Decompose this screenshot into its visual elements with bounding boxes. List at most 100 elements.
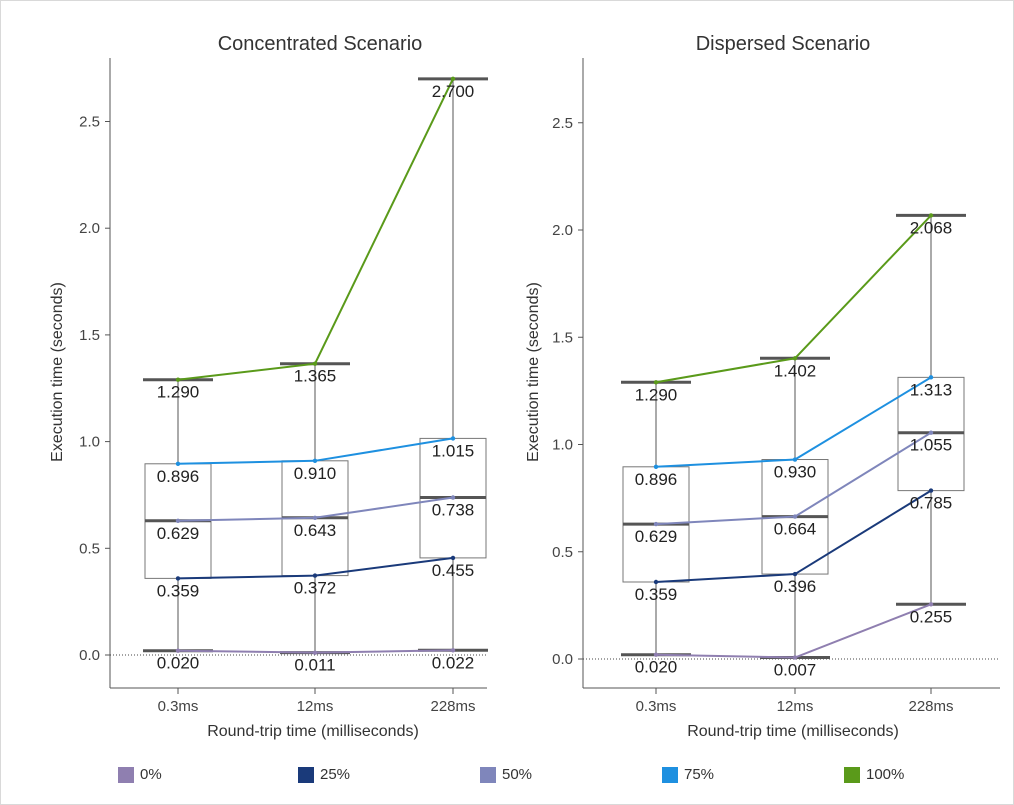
value-label: 0.738 <box>432 501 475 520</box>
series-point <box>653 380 659 385</box>
series-point <box>175 576 181 581</box>
series-point <box>928 430 934 435</box>
panel-title: Concentrated Scenario <box>218 33 423 55</box>
series-point <box>450 555 456 561</box>
series-point <box>792 514 798 519</box>
y-tick-label: 1.0 <box>79 434 100 451</box>
series-point <box>653 579 659 585</box>
y-axis-label: Execution time (seconds) <box>525 282 542 462</box>
value-label: 1.365 <box>294 367 337 386</box>
series-point <box>653 464 659 470</box>
y-tick-label: 2.5 <box>79 114 100 131</box>
legend-item-50: 50% <box>480 766 532 783</box>
value-label: 1.055 <box>910 436 953 455</box>
series-point <box>653 652 659 657</box>
series-point <box>450 76 456 82</box>
legend: 0% 25% 50% 75% 100% <box>118 766 978 786</box>
x-tick-label: 228ms <box>430 698 475 715</box>
box-0.3ms <box>621 380 691 657</box>
box-12ms <box>280 362 350 655</box>
series-point <box>175 377 181 382</box>
value-label: 0.896 <box>157 467 200 486</box>
value-label: 1.015 <box>432 441 475 460</box>
value-label: 0.785 <box>910 494 953 513</box>
legend-swatch-50 <box>480 766 496 783</box>
x-tick-label: 12ms <box>297 698 334 715</box>
series-point <box>312 361 318 366</box>
legend-label-25: 25% <box>320 766 351 783</box>
value-label: 0.396 <box>774 577 817 596</box>
series-point <box>928 602 934 607</box>
value-label: 0.629 <box>157 524 200 543</box>
series-point <box>450 648 456 653</box>
series-line-75% <box>655 376 932 468</box>
value-label: 0.359 <box>157 581 200 600</box>
value-label: 0.020 <box>157 654 200 673</box>
series-point <box>450 495 456 500</box>
x-tick-label: 12ms <box>777 698 814 715</box>
value-label: 0.007 <box>774 660 817 679</box>
value-label: 0.011 <box>294 656 335 675</box>
series-point <box>312 573 318 578</box>
y-axis-label: Execution time (seconds) <box>49 282 66 462</box>
legend-swatch-25 <box>298 766 314 783</box>
series-point <box>792 457 798 462</box>
value-label: 1.402 <box>774 361 817 380</box>
series-point <box>928 213 934 218</box>
y-tick-label: 0.5 <box>79 540 100 557</box>
x-tick-label: 0.3ms <box>636 698 677 715</box>
y-tick-label: 1.5 <box>552 329 573 346</box>
x-axis-label: Round-trip time (milliseconds) <box>207 723 419 740</box>
value-label: 0.255 <box>910 607 953 626</box>
series-point <box>792 655 798 660</box>
series-point <box>312 515 318 520</box>
legend-swatch-0 <box>118 766 134 783</box>
y-tick-label: 0.0 <box>552 651 573 668</box>
series-point <box>450 436 456 441</box>
series-point <box>175 518 181 523</box>
panel-title: Dispersed Scenario <box>696 33 871 55</box>
panel-dispersed: Dispersed Scenario 0.0 0.5 1.0 1.5 2.0 2.5 Exec… <box>525 33 1000 740</box>
value-label: 1.290 <box>157 383 200 402</box>
series-point <box>928 488 934 493</box>
value-label: 0.910 <box>294 464 337 483</box>
y-tick-label: 2.0 <box>552 222 573 239</box>
series-point <box>175 461 181 466</box>
series-line-0% <box>655 603 932 659</box>
value-label: 0.629 <box>635 527 678 546</box>
value-label: 1.290 <box>635 385 678 404</box>
box-228ms <box>896 213 966 606</box>
series-line-100% <box>177 78 454 381</box>
legend-item-25: 25% <box>298 766 350 783</box>
series-point <box>175 648 181 653</box>
legend-item-100: 100% <box>844 766 904 783</box>
x-tick-label: 228ms <box>908 698 953 715</box>
series-point <box>312 650 318 655</box>
value-label: 0.022 <box>432 653 475 672</box>
legend-label-100: 100% <box>866 766 905 783</box>
legend-label-75: 75% <box>684 766 715 783</box>
x-tick-label: 0.3ms <box>158 698 199 715</box>
value-label: 2.068 <box>910 218 953 237</box>
series-point <box>928 375 934 380</box>
box-0.3ms <box>143 378 213 653</box>
legend-label-0: 0% <box>140 766 162 783</box>
value-label: 1.313 <box>910 380 953 399</box>
box-12ms <box>760 356 830 659</box>
y-tick-label: 0.5 <box>552 544 573 561</box>
series-point <box>792 571 798 577</box>
legend-swatch-75 <box>662 766 678 783</box>
y-tick-label: 2.0 <box>79 220 100 237</box>
series-point <box>312 458 318 464</box>
series-point <box>792 356 798 361</box>
legend-item-0: 0% <box>118 766 162 783</box>
value-label: 0.896 <box>635 470 678 489</box>
value-label: 0.643 <box>294 521 337 540</box>
value-label: 2.700 <box>432 82 475 101</box>
legend-item-75: 75% <box>662 766 714 783</box>
legend-label-50: 50% <box>502 766 533 783</box>
legend-swatch-100 <box>844 766 860 783</box>
y-tick-label: 0.0 <box>79 647 100 664</box>
value-label: 0.359 <box>635 585 678 604</box>
